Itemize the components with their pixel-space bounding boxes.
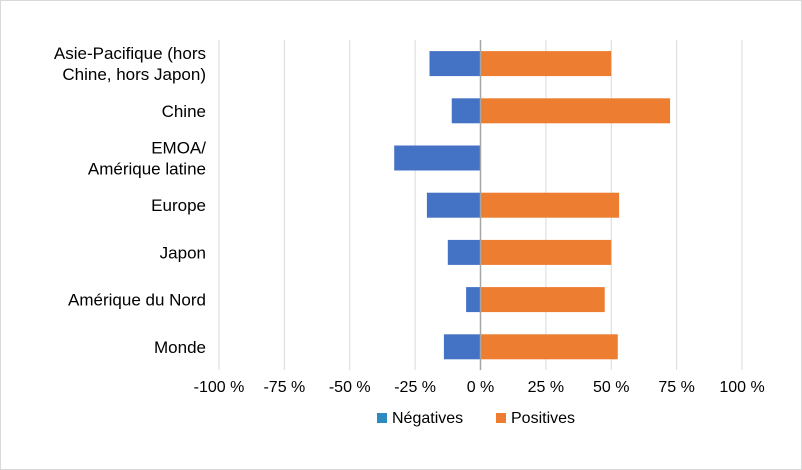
legend-swatch-negatives (377, 413, 387, 423)
category-label: Chine (162, 102, 206, 121)
legend-label-negatives: Négatives (392, 410, 463, 427)
x-tick-label: -50 % (329, 379, 371, 396)
x-tick-label: 100 % (719, 379, 764, 396)
x-tick-label: -75 % (263, 379, 305, 396)
category-label-line: Amérique latine (88, 160, 206, 179)
category-label: Monde (154, 338, 206, 357)
bar-negatives-0 (429, 51, 481, 77)
category-label: Europe (151, 196, 206, 215)
category-label-line: Chine (162, 102, 206, 121)
bar-positives-3 (480, 192, 620, 218)
bar-negatives-4 (447, 239, 481, 265)
x-tick-label: 75 % (658, 379, 694, 396)
x-tick-label: -100 % (194, 379, 245, 396)
legend-label-positives: Positives (511, 410, 575, 427)
x-tick-label: 0 % (467, 379, 495, 396)
bar-negatives-6 (443, 334, 481, 360)
category-label: EMOA/Amérique latine (88, 139, 206, 179)
bar-negatives-5 (466, 287, 481, 313)
category-label: Asie-Pacifique (hors Chine, hors Japon) (54, 44, 206, 84)
bar-negatives-3 (426, 192, 481, 218)
category-label-line: Chine, hors Japon) (62, 65, 206, 84)
bar-positives-0 (480, 51, 612, 77)
category-label-line: Asie-Pacifique (hors (54, 44, 206, 63)
legend-swatch-positives (496, 413, 506, 423)
category-label-line: Europe (151, 196, 206, 215)
category-label-line: EMOA/ (151, 139, 206, 158)
category-label-line: Japon (160, 243, 206, 262)
category-label-line: Monde (154, 338, 206, 357)
bar-positives-4 (480, 239, 612, 265)
bar-negatives-2 (394, 145, 481, 171)
bar-positives-5 (480, 287, 605, 313)
x-tick-label: 50 % (593, 379, 629, 396)
bar-positives-6 (480, 334, 618, 360)
bar-positives-1 (480, 98, 671, 124)
x-tick-label: -25 % (394, 379, 436, 396)
x-tick-label: 25 % (528, 379, 564, 396)
bar-negatives-1 (451, 98, 481, 124)
category-label-line: Amérique du Nord (68, 291, 206, 310)
category-label: Amérique du Nord (68, 291, 206, 310)
category-label: Japon (160, 243, 206, 262)
